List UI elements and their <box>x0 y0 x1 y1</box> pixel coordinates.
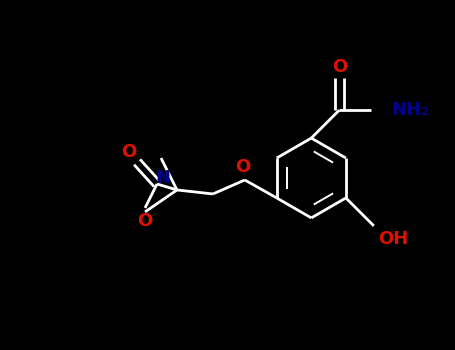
Text: O: O <box>235 158 250 176</box>
Text: O: O <box>137 212 153 230</box>
Text: N: N <box>156 169 171 187</box>
Text: O: O <box>332 58 347 76</box>
Text: NH₂: NH₂ <box>391 101 429 119</box>
Text: OH: OH <box>378 230 408 248</box>
Text: O: O <box>121 143 136 161</box>
